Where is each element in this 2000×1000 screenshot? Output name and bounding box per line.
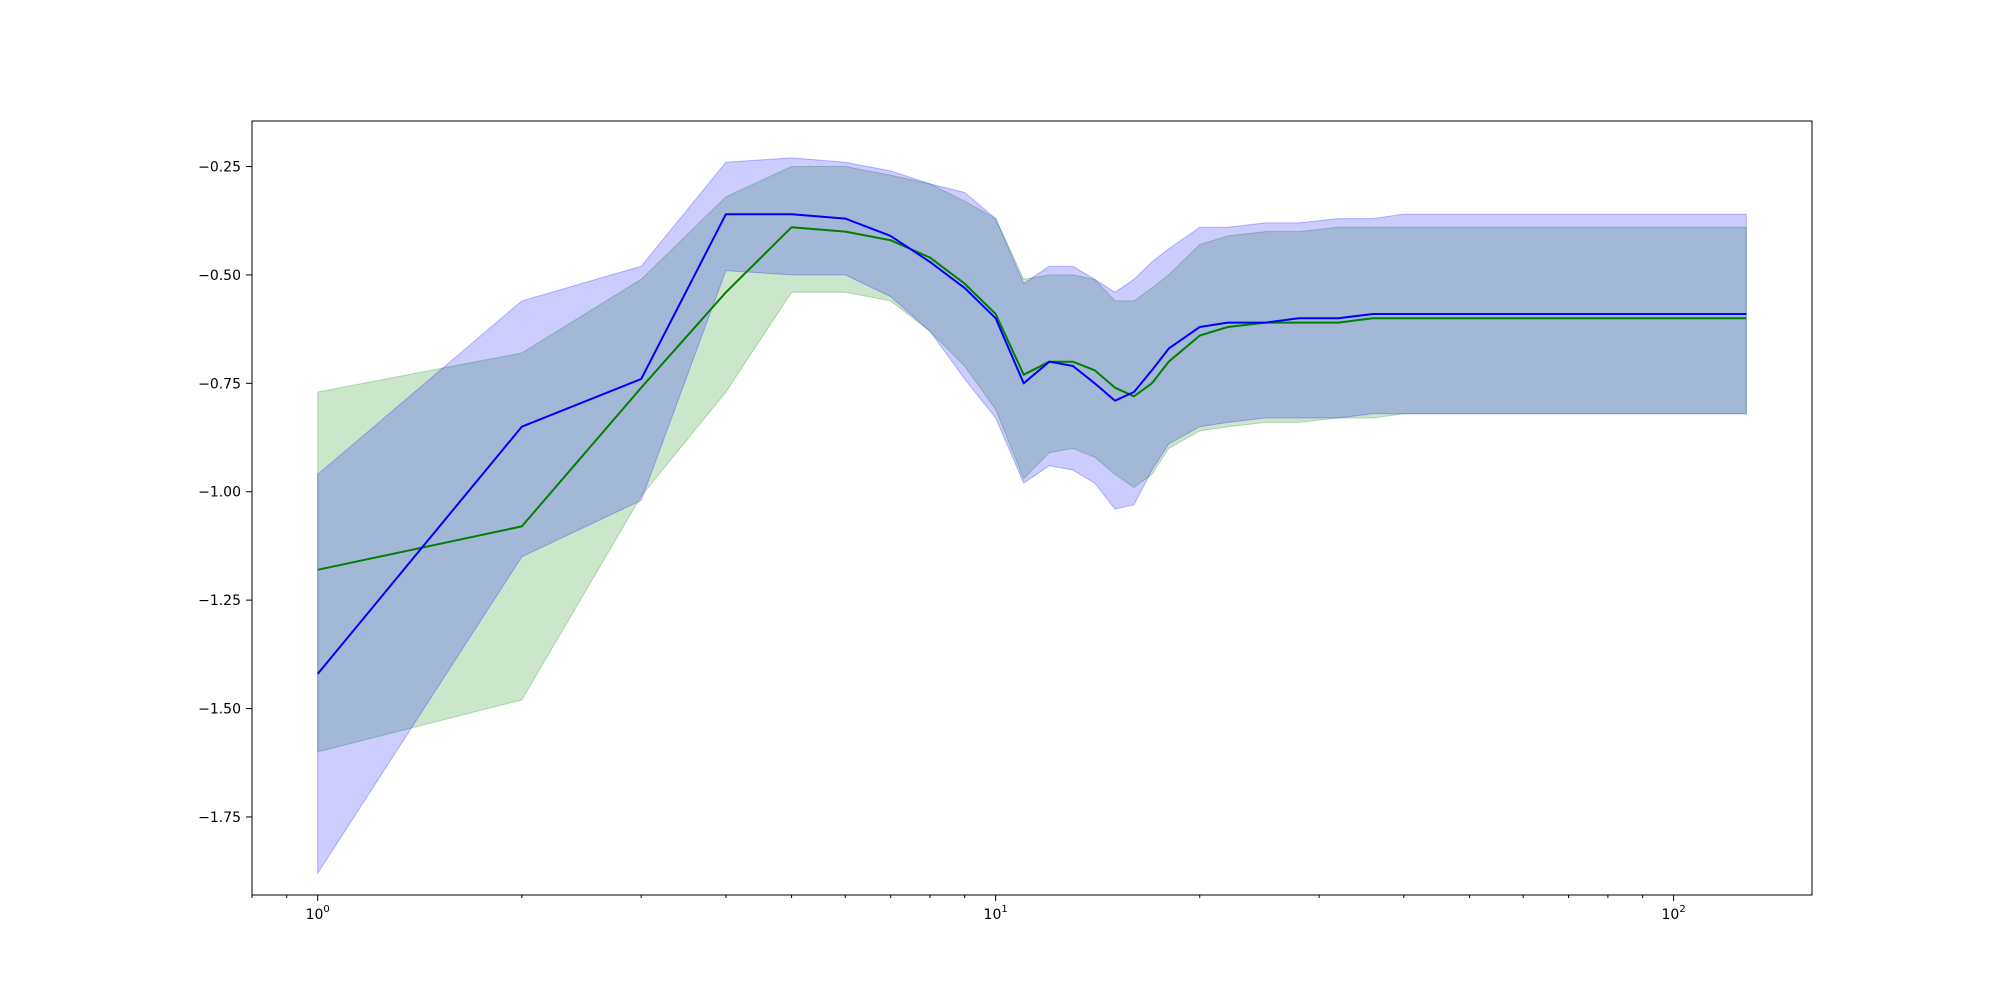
line-series-2 (316, 213, 1747, 675)
plot-frame (251, 120, 1813, 896)
y-tick-label: −0.50 (198, 268, 241, 284)
x-axis: 100 101 102 (251, 895, 1686, 923)
x-tick-exponent: 2 (1679, 904, 1685, 915)
x-tick-base: 10 (306, 907, 324, 923)
y-tick-label: −1.75 (198, 810, 241, 826)
x-tick-exponent: 1 (1001, 904, 1007, 915)
band-series-2 (317, 157, 1747, 875)
line-series-1 (317, 226, 1747, 571)
x-tick-base: 10 (984, 907, 1002, 923)
series-lines (316, 213, 1747, 675)
y-tick-label: −0.75 (198, 376, 241, 392)
y-tick-label: −0.25 (198, 160, 241, 176)
x-tick-label: 100 (306, 904, 330, 923)
y-tick-label: −1.50 (198, 702, 241, 718)
y-tick-label: −1.25 (198, 593, 241, 609)
x-tick-label: 102 (1662, 904, 1686, 923)
x-tick-base: 10 (1662, 907, 1680, 923)
y-tick-label: −1.00 (198, 485, 241, 501)
x-tick-exponent: 0 (323, 904, 329, 915)
x-tick-label: 101 (984, 904, 1008, 923)
y-axis: −0.25 −0.50 −0.75 −1.00 −1.25 −1.50 −1.75 (198, 160, 252, 826)
